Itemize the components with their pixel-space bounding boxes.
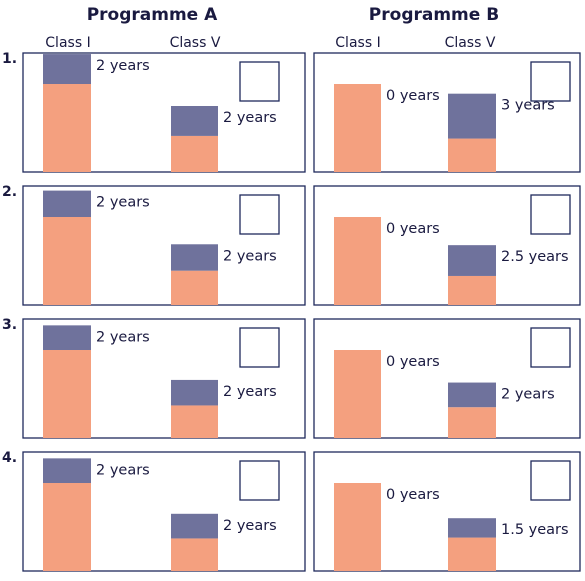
class-i-added-segment (43, 54, 91, 84)
row-number: 3. (2, 317, 17, 333)
programme-b-panel: 0 years 3 years (313, 52, 581, 173)
programme-a-panel: 2 years 2 years (22, 318, 306, 439)
row-number: 1. (2, 51, 17, 67)
answer-checkbox[interactable] (530, 194, 571, 235)
comparison-row: 3. 2 years 2 years 0 years 2 years (2, 317, 581, 439)
class-v-base-bar (448, 275, 496, 305)
class-v-base-bar (171, 135, 218, 172)
programme-b-class-i-label: Class I (335, 35, 380, 51)
programme-a-panel: 2 years 2 years (22, 451, 306, 572)
class-v-duration-label: 2 years (223, 110, 277, 126)
class-v-added-segment (171, 379, 218, 406)
programme-b-title: Programme B (369, 5, 499, 25)
class-v-duration-label: 1.5 years (501, 522, 569, 538)
class-i-duration-label: 2 years (96, 462, 150, 478)
programme-b-panel: 0 years 2.5 years (313, 185, 581, 306)
class-i-duration-label: 0 years (386, 88, 440, 104)
programme-b-class-v-label: Class V (445, 35, 496, 51)
answer-checkbox[interactable] (530, 460, 571, 501)
class-v-duration-label: 2 years (501, 387, 555, 403)
programme-a-panel: 2 years 2 years (22, 52, 306, 173)
class-v-duration-label: 2.5 years (501, 249, 569, 265)
class-v-added-segment (448, 245, 496, 276)
class-i-base-bar (43, 350, 91, 438)
class-i-base-bar (334, 350, 381, 438)
comparison-row: 2. 2 years 2 years 0 years 2.5 years (2, 184, 581, 306)
class-i-duration-label: 2 years (96, 58, 150, 74)
class-v-base-bar (171, 405, 218, 438)
answer-checkbox[interactable] (239, 61, 280, 102)
programme-a-class-v-label: Class V (170, 35, 221, 51)
class-v-base-bar (448, 407, 496, 438)
class-i-base-bar (43, 84, 91, 172)
class-v-added-segment (171, 513, 218, 539)
class-v-base-bar (448, 138, 496, 172)
class-i-base-bar (334, 84, 381, 172)
class-i-duration-label: 0 years (386, 221, 440, 237)
programme-b-panel: 0 years 1.5 years (313, 451, 581, 572)
comparison-row: 1. 2 years 2 years 0 years 3 years (2, 51, 581, 173)
answer-checkbox[interactable] (239, 327, 280, 368)
class-i-duration-label: 2 years (96, 329, 150, 345)
answer-checkbox[interactable] (239, 194, 280, 235)
class-i-base-bar (43, 483, 91, 571)
class-v-base-bar (171, 270, 218, 305)
class-i-added-segment (43, 325, 91, 350)
class-v-added-segment (448, 382, 496, 408)
class-v-base-bar (448, 537, 496, 571)
programme-a-title: Programme A (87, 5, 218, 25)
class-v-added-segment (448, 93, 496, 139)
class-i-duration-label: 0 years (386, 354, 440, 370)
class-i-added-segment (43, 458, 91, 483)
class-i-duration-label: 2 years (96, 195, 150, 211)
class-i-base-bar (43, 217, 91, 305)
class-v-duration-label: 2 years (223, 248, 277, 264)
class-i-base-bar (334, 217, 381, 305)
class-v-duration-label: 2 years (223, 384, 277, 400)
programme-a-panel: 2 years 2 years (22, 185, 306, 306)
class-i-added-segment (43, 190, 91, 217)
class-v-duration-label: 2 years (223, 518, 277, 534)
answer-checkbox[interactable] (239, 460, 280, 501)
row-number: 4. (2, 450, 17, 466)
programme-b-panel: 0 years 2 years (313, 318, 581, 439)
row-number: 2. (2, 184, 17, 200)
programme-a-class-i-label: Class I (45, 35, 90, 51)
class-v-added-segment (448, 518, 496, 538)
answer-checkbox[interactable] (530, 327, 571, 368)
class-v-duration-label: 3 years (501, 98, 555, 114)
comparison-row: 4. 2 years 2 years 0 years 1.5 years (2, 450, 581, 572)
class-v-added-segment (171, 244, 218, 271)
answer-checkbox[interactable] (530, 61, 571, 102)
class-v-added-segment (171, 106, 218, 136)
class-i-duration-label: 0 years (386, 487, 440, 503)
class-v-base-bar (171, 538, 218, 571)
class-i-base-bar (334, 483, 381, 571)
